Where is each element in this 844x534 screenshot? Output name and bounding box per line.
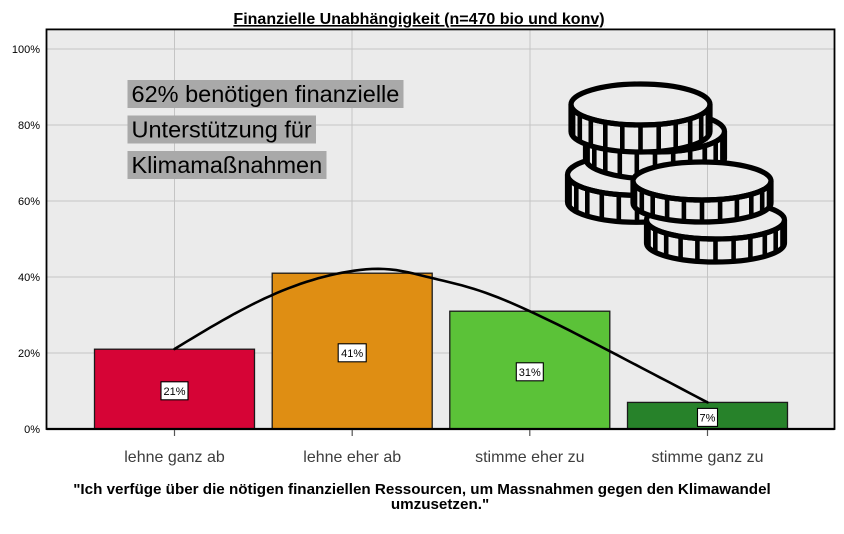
svg-text:umzusetzen.": umzusetzen." bbox=[391, 496, 489, 513]
svg-text:stimme eher zu: stimme eher zu bbox=[475, 449, 584, 466]
svg-text:20%: 20% bbox=[18, 348, 40, 360]
svg-text:41%: 41% bbox=[341, 348, 363, 360]
svg-text:lehne eher ab: lehne eher ab bbox=[303, 449, 401, 466]
svg-text:62% benötigen finanzielle: 62% benötigen finanzielle bbox=[132, 81, 400, 107]
svg-text:stimme ganz zu: stimme ganz zu bbox=[651, 449, 763, 466]
svg-text:60%: 60% bbox=[18, 196, 40, 208]
svg-text:21%: 21% bbox=[163, 386, 185, 398]
svg-text:Klimamaßnahmen: Klimamaßnahmen bbox=[132, 152, 323, 178]
svg-text:"Ich verfüge über die nötigen: "Ich verfüge über die nötigen finanziell… bbox=[73, 481, 771, 498]
svg-text:7%: 7% bbox=[700, 412, 716, 424]
svg-text:0%: 0% bbox=[24, 424, 40, 436]
svg-text:80%: 80% bbox=[18, 120, 40, 132]
svg-text:Unterstützung für: Unterstützung für bbox=[132, 117, 312, 143]
svg-text:lehne ganz ab: lehne ganz ab bbox=[124, 449, 225, 466]
svg-text:100%: 100% bbox=[12, 44, 40, 56]
svg-text:31%: 31% bbox=[519, 367, 541, 379]
svg-text:40%: 40% bbox=[18, 272, 40, 284]
svg-text:Finanzielle Unabhängigkeit (n=: Finanzielle Unabhängigkeit (n=470 bio un… bbox=[233, 11, 604, 28]
